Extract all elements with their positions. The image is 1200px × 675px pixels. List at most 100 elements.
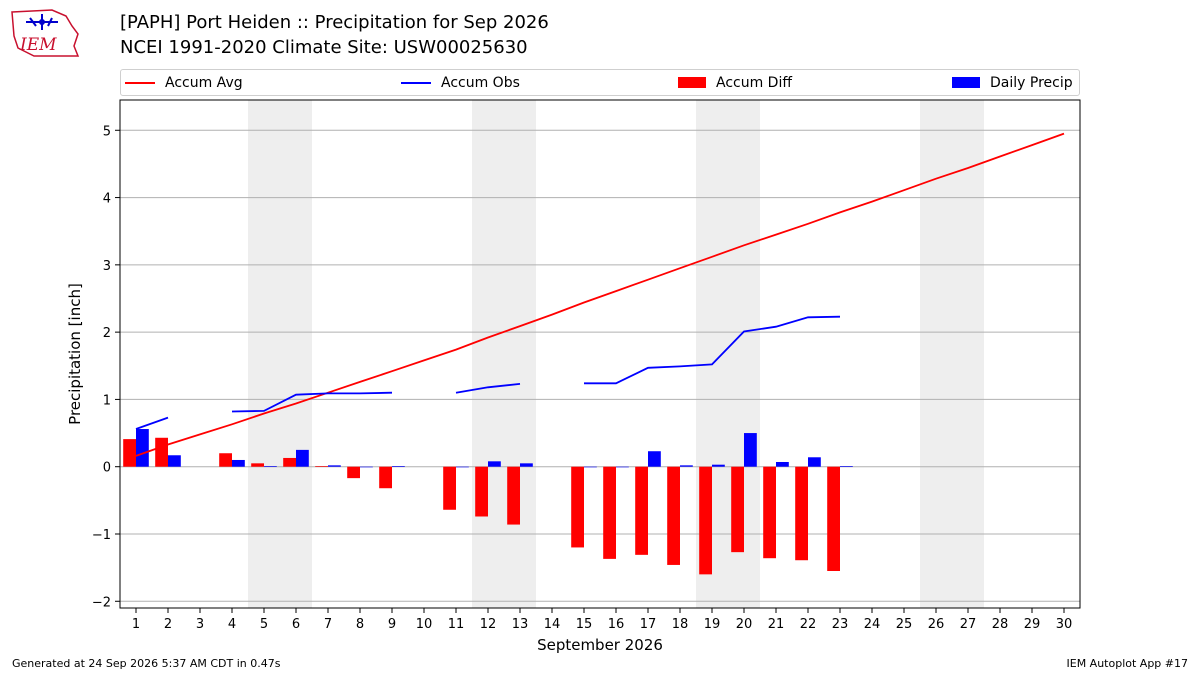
x-tick-label: 26: [928, 617, 945, 632]
daily-precip-bar: [840, 466, 853, 467]
accum-diff-bar: [155, 437, 168, 467]
accum-diff-bar: [443, 466, 456, 510]
accum-obs-line: [231, 391, 393, 413]
daily-precip-bar: [232, 459, 245, 467]
x-tick-label: 3: [196, 617, 204, 632]
daily-precip-bar: [744, 433, 757, 467]
legend-label-accum-avg: Accum Avg: [165, 74, 243, 91]
y-tick-label: 0: [103, 461, 111, 476]
accum-diff-bar: [763, 466, 776, 559]
x-tick-label: 18: [672, 617, 689, 632]
accum-diff-bar: [635, 466, 648, 555]
legend-swatch-accum-avg: [125, 81, 155, 84]
x-tick-label: 12: [480, 617, 497, 632]
y-tick-label: 1: [103, 393, 111, 408]
y-tick-label: 3: [103, 259, 111, 274]
x-tick-label: 16: [608, 617, 625, 632]
legend-label-accum-obs: Accum Obs: [441, 74, 520, 91]
legend-label-daily-precip: Daily Precip: [990, 74, 1073, 91]
accum-diff-bar: [283, 457, 296, 467]
y-tick-label: −2: [92, 595, 111, 610]
weekend-shade-4: [920, 100, 984, 608]
accum-diff-bar: [571, 466, 584, 548]
accum-diff-bar: [667, 466, 680, 565]
iem-logo: IEM: [11, 9, 80, 57]
daily-precip-bar: [136, 429, 149, 467]
logo-text: IEM: [19, 35, 57, 55]
legend-item-daily-precip: Daily Precip: [952, 70, 1073, 95]
plot-frame: [119, 99, 1081, 609]
accum-diff-bar: [379, 466, 392, 489]
legend-item-accum-obs: Accum Obs: [401, 70, 520, 95]
accum-diff-bar: [603, 466, 616, 559]
x-tick-label: 17: [640, 617, 657, 632]
x-tick-label: 1: [132, 617, 140, 632]
x-tick-label: 23: [832, 617, 849, 632]
x-axis-label: September 2026: [537, 636, 663, 654]
accum-diff-bar: [475, 466, 488, 517]
y-axis-label: Precipitation [inch]: [66, 283, 84, 425]
footer-app: IEM Autoplot App #17: [1066, 657, 1189, 670]
x-tick-label: 24: [864, 617, 881, 632]
accum-diff-bar: [827, 466, 840, 571]
daily-precip-bar: [456, 466, 469, 468]
x-tick-label: 22: [800, 617, 817, 632]
x-tick-label: 27: [960, 617, 977, 632]
x-tick-label: 15: [576, 617, 593, 632]
legend-label-accum-diff: Accum Diff: [716, 74, 793, 91]
y-tick-label: 2: [103, 326, 111, 341]
daily-precip-bar: [168, 455, 181, 467]
daily-precip-bar: [360, 466, 373, 468]
daily-precip-bar: [264, 466, 277, 467]
chart-title: [PAPH] Port Heiden :: Precipitation for …: [120, 12, 549, 33]
daily-precip-bar: [520, 463, 533, 467]
footer-generated: Generated at 24 Sep 2026 5:37 AM CDT in …: [12, 657, 281, 670]
accum-diff-bar: [315, 466, 328, 467]
accum-diff-bar: [219, 453, 232, 467]
legend: Accum Avg Accum Obs Accum Diff Daily Pre…: [120, 69, 1080, 96]
x-tick-label: 11: [448, 617, 465, 632]
chart-subtitle: NCEI 1991-2020 Climate Site: USW00025630: [120, 37, 528, 58]
daily-precip-bar: [776, 461, 789, 467]
legend-swatch-daily-precip: [952, 77, 980, 88]
y-tick-label: 4: [103, 192, 111, 207]
x-tick-label: 28: [992, 617, 1009, 632]
x-tick-label: 30: [1056, 617, 1073, 632]
y-tick-label: −1: [92, 528, 111, 543]
daily-precip-bar: [616, 466, 629, 468]
daily-precip-bar: [328, 465, 341, 467]
accum-diff-bar: [251, 463, 264, 467]
x-tick-label: 4: [228, 617, 236, 632]
legend-swatch-accum-obs: [401, 81, 431, 84]
daily-precip-bar: [648, 451, 661, 467]
daily-precip-bar: [488, 461, 501, 467]
legend-item-accum-diff: Accum Diff: [678, 70, 792, 95]
daily-precip-bar: [808, 457, 821, 467]
legend-swatch-accum-diff: [678, 77, 706, 88]
accum-obs-line: [135, 416, 169, 430]
legend-item-accum-avg: Accum Avg: [125, 70, 243, 95]
x-tick-label: 14: [544, 617, 561, 632]
x-tick-label: 10: [416, 617, 433, 632]
accum-diff-bar: [347, 466, 360, 479]
x-tick-label: 29: [1024, 617, 1041, 632]
x-tick-label: 21: [768, 617, 785, 632]
accum-obs-line: [584, 315, 841, 385]
x-tick-label: 6: [292, 617, 300, 632]
x-tick-label: 20: [736, 617, 753, 632]
x-tick-label: 8: [356, 617, 364, 632]
accum-diff-bar: [731, 466, 744, 553]
x-tick-label: 9: [388, 617, 396, 632]
x-tick-label: 2: [164, 617, 172, 632]
accum-diff-bar: [795, 466, 808, 561]
weekend-shade-1: [248, 100, 312, 608]
accum-diff-bar: [507, 466, 520, 525]
x-tick-label: 13: [512, 617, 529, 632]
daily-precip-bar: [392, 466, 405, 467]
daily-precip-bar: [712, 464, 725, 467]
daily-precip-bar: [680, 465, 693, 467]
weekend-shade-2: [472, 100, 536, 608]
accum-avg-line: [135, 132, 1065, 457]
accum-diff-bar: [699, 466, 712, 575]
